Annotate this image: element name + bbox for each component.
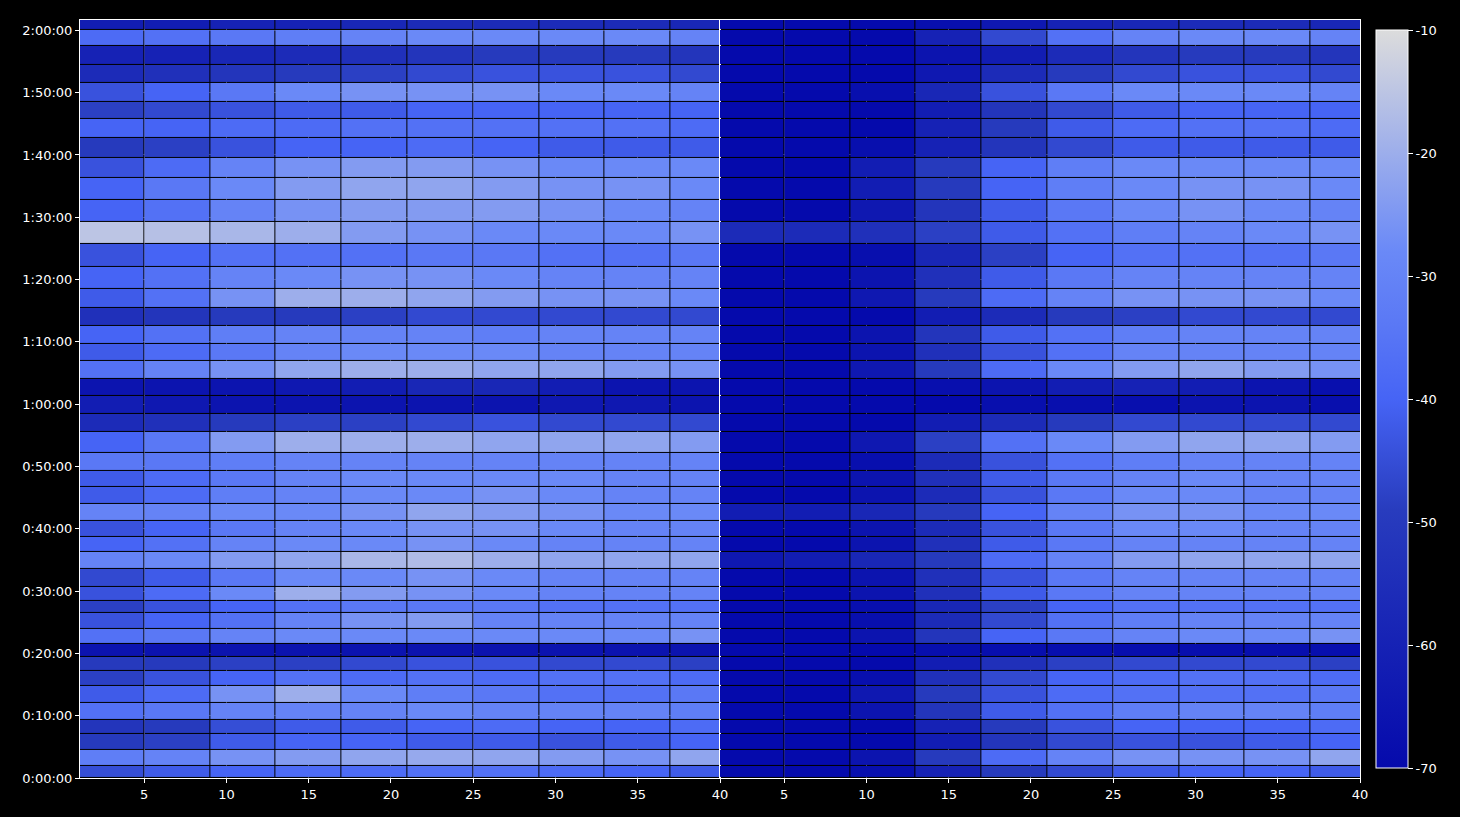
svg-text:20: 20 [383,787,400,802]
svg-text:0:40:00: 0:40:00 [22,521,72,536]
svg-text:1:50:00: 1:50:00 [22,85,72,100]
svg-text:25: 25 [1105,787,1122,802]
svg-text:10: 10 [218,787,235,802]
svg-text:1:00:00: 1:00:00 [22,397,72,412]
svg-text:1:10:00: 1:10:00 [22,334,72,349]
svg-text:-50: -50 [1416,515,1437,530]
svg-text:15: 15 [300,787,317,802]
svg-text:5: 5 [140,787,148,802]
svg-text:-40: -40 [1416,392,1437,407]
svg-text:-70: -70 [1416,761,1437,776]
svg-text:10: 10 [858,787,875,802]
svg-text:1:40:00: 1:40:00 [22,148,72,163]
svg-text:1:30:00: 1:30:00 [22,210,72,225]
svg-text:15: 15 [940,787,957,802]
svg-text:35: 35 [1269,787,1286,802]
svg-text:0:10:00: 0:10:00 [22,708,72,723]
svg-text:-10: -10 [1416,23,1437,38]
svg-text:0:20:00: 0:20:00 [22,646,72,661]
svg-text:-20: -20 [1416,146,1437,161]
svg-text:40: 40 [712,787,729,802]
svg-text:30: 30 [1187,787,1204,802]
svg-text:25: 25 [465,787,482,802]
svg-text:2:00:00: 2:00:00 [22,23,72,38]
svg-text:-30: -30 [1416,269,1437,284]
svg-text:40: 40 [1352,787,1369,802]
svg-text:5: 5 [780,787,788,802]
svg-text:0:00:00: 0:00:00 [22,771,72,786]
svg-text:35: 35 [629,787,646,802]
svg-text:0:50:00: 0:50:00 [22,459,72,474]
svg-text:30: 30 [547,787,564,802]
svg-text:20: 20 [1023,787,1040,802]
svg-text:-60: -60 [1416,638,1437,653]
svg-text:0:30:00: 0:30:00 [22,584,72,599]
svg-text:1:20:00: 1:20:00 [22,272,72,287]
